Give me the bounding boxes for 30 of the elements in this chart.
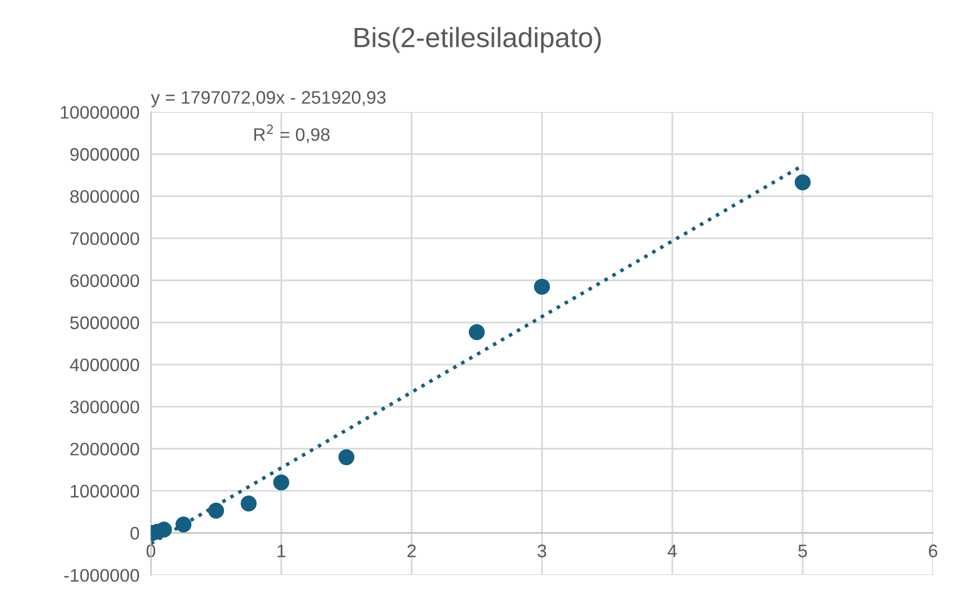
x-tick-label: 1 [278, 544, 286, 558]
point [338, 449, 354, 466]
y-tick-label: 9000000 [70, 148, 140, 161]
y-tick-label: 1000000 [70, 484, 140, 498]
y-tick-label: 8000000 [70, 190, 140, 203]
point [794, 174, 811, 190]
y-tick-label: 6000000 [70, 274, 140, 288]
x-tick-label: 6 [928, 544, 938, 558]
y-tick-label: 2000000 [70, 442, 140, 456]
point [176, 516, 192, 533]
y-tick-label: 4000000 [70, 358, 140, 372]
point [273, 474, 290, 490]
text: y = 1797072,09x - 251920,93 [150, 91, 386, 108]
x-tick-label: 0 [146, 544, 156, 558]
y-tick-label: -1000000 [64, 568, 140, 582]
y-tick-label: 3000000 [70, 400, 140, 414]
point [208, 502, 224, 519]
point [468, 324, 485, 340]
y-tick-label: 7000000 [70, 232, 140, 246]
chart-title: Bis(2-etilesiladipato) [354, 26, 601, 53]
y-tick-label: 10000000 [60, 106, 140, 119]
annotation: R$^{2}$ = 0,98 [254, 124, 330, 144]
x-tick-label: 5 [798, 544, 807, 558]
point [240, 496, 257, 512]
x-tick-label: 4 [668, 544, 677, 558]
point [534, 278, 550, 295]
y-tick-label: 0 [130, 526, 140, 540]
y-tick-label: 5000000 [70, 316, 140, 330]
x-tick-label: 2 [407, 544, 416, 558]
x-tick-label: 3 [538, 544, 546, 558]
